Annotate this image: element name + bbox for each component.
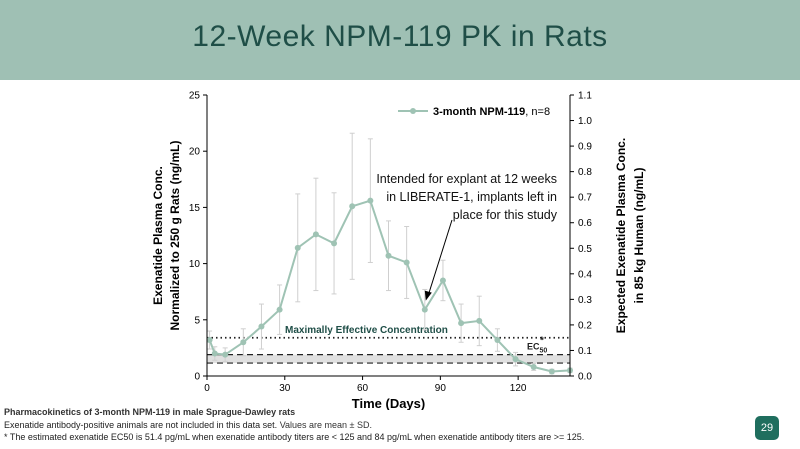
y-tick-label: 25 <box>189 91 201 102</box>
x-axis-title: Time (Days) <box>352 396 425 410</box>
data-point <box>222 351 229 358</box>
data-point <box>421 306 428 313</box>
data-point <box>258 323 265 330</box>
x-tick-label: 0 <box>204 383 210 394</box>
y-tick-label: 15 <box>189 203 201 214</box>
legend-marker <box>410 108 416 114</box>
y2-tick-label: 1.0 <box>578 116 592 127</box>
annotation-arrow <box>427 219 453 297</box>
ec50-label: EC50 <box>527 342 547 355</box>
y2-tick-label: 0.8 <box>578 167 592 178</box>
footnote-antibody: Exenatide antibody-positive animals are … <box>4 419 278 430</box>
footnote-values: Values are mean ± SD. <box>279 419 373 430</box>
data-point <box>530 364 537 371</box>
footnote-title: Pharmacokinetics of 3-month NPM-119 in m… <box>4 407 296 417</box>
data-point <box>548 368 555 375</box>
data-point <box>206 337 213 344</box>
y2-axis-title-line-1: Expected Exenatide Plasma Conc. <box>614 138 628 333</box>
legend-label: 3-month NPM-119, n=8 <box>433 106 550 118</box>
data-point <box>439 277 446 284</box>
max-effective-label: Maximally Effective Concentration <box>285 325 448 336</box>
annotation-line-1: Intended for explant at 12 weeks <box>376 172 557 186</box>
y-tick-label: 5 <box>194 315 200 326</box>
y2-axis-title-line-2: in 85 kg Human (ng/mL) <box>632 167 646 303</box>
annotation-line-3: place for this study <box>453 208 558 222</box>
y-axis-title-line-1: Exenatide Plasma Conc. <box>151 166 165 305</box>
data-point <box>276 306 283 313</box>
data-point <box>403 259 410 266</box>
header-band: 12-Week NPM-119 PK in Rats <box>0 0 800 80</box>
data-point <box>512 356 519 363</box>
footnote-line-1: Exenatide antibody-positive animals are … <box>4 419 584 432</box>
x-tick-label: 30 <box>279 383 291 394</box>
footnotes: Pharmacokinetics of 3-month NPM-119 in m… <box>4 406 584 444</box>
data-point <box>385 252 392 259</box>
footnote-line-2: * The estimated exenatide EC50 is 51.4 p… <box>4 432 585 442</box>
data-point <box>476 317 483 324</box>
x-tick-label: 90 <box>435 383 447 394</box>
y2-tick-label: 0.9 <box>578 142 592 153</box>
annotation-arrowhead <box>424 290 432 301</box>
x-tick-label: 120 <box>510 383 527 394</box>
y-tick-label: 20 <box>189 147 201 158</box>
data-point <box>494 337 501 344</box>
ec50-band <box>207 354 570 364</box>
data-point <box>331 240 338 247</box>
y2-tick-label: 0.7 <box>578 193 592 204</box>
y2-tick-label: 0.3 <box>578 295 592 306</box>
y2-tick-label: 1.1 <box>578 91 592 102</box>
y2-tick-label: 0.4 <box>578 269 592 280</box>
annotation-line-2: in LIBERATE-1, implants left in <box>386 190 557 204</box>
series-line-npm119 <box>208 199 571 373</box>
page-number-badge: 29 <box>755 416 779 440</box>
y-tick-label: 10 <box>189 259 201 270</box>
y-tick-label: 0 <box>194 372 200 383</box>
data-point <box>367 197 374 204</box>
data-point <box>458 320 465 327</box>
data-point <box>240 339 247 346</box>
data-point <box>211 350 218 357</box>
y2-tick-label: 0.1 <box>578 346 592 357</box>
y2-tick-label: 0.5 <box>578 244 592 255</box>
slide-title: 12-Week NPM-119 PK in Rats <box>192 20 608 53</box>
y2-tick-label: 0.6 <box>578 218 592 229</box>
x-tick-label: 60 <box>357 383 369 394</box>
ec50-star: * <box>540 336 544 347</box>
y2-tick-label: 0.2 <box>578 320 592 331</box>
y2-tick-label: 0.0 <box>578 372 592 383</box>
data-point <box>294 244 301 251</box>
pk-chart: Maximally Effective Concentration EC50* 0 3… <box>151 91 646 411</box>
y-axis-title-line-2: Normalized to 250 g Rats (ng/mL) <box>168 140 182 330</box>
data-point <box>349 203 356 210</box>
data-point <box>312 231 319 238</box>
